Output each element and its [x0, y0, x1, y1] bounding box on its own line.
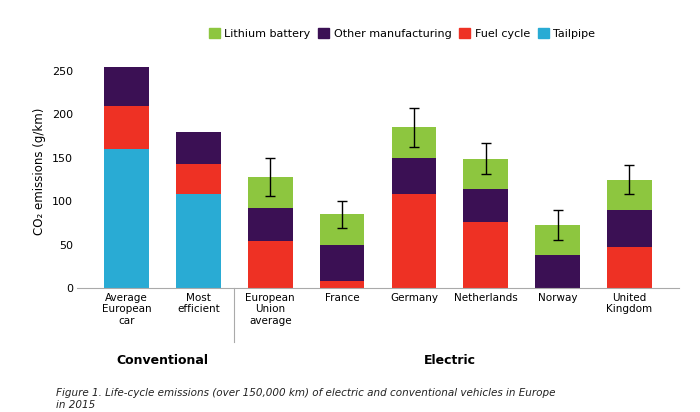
- Bar: [607, 247, 652, 288]
- Bar: [463, 159, 508, 189]
- Bar: [320, 281, 365, 288]
- Bar: [248, 241, 293, 288]
- Bar: [536, 255, 580, 288]
- Bar: [463, 222, 508, 288]
- Bar: [176, 132, 220, 164]
- Bar: [607, 180, 652, 210]
- Bar: [536, 225, 580, 255]
- Bar: [391, 127, 436, 158]
- Y-axis label: CO₂ emissions (g/km): CO₂ emissions (g/km): [33, 107, 46, 235]
- Bar: [607, 210, 652, 247]
- Bar: [176, 194, 220, 288]
- Bar: [391, 158, 436, 194]
- Legend: Lithium battery, Other manufacturing, Fuel cycle, Tailpipe: Lithium battery, Other manufacturing, Fu…: [204, 24, 600, 43]
- Bar: [104, 106, 149, 149]
- Bar: [248, 177, 293, 208]
- Bar: [320, 245, 365, 281]
- Bar: [320, 215, 365, 245]
- Bar: [463, 189, 508, 222]
- Bar: [104, 67, 149, 106]
- Bar: [104, 149, 149, 288]
- Text: Figure 1. Life-cycle emissions (over 150,000 km) of electric and conventional ve: Figure 1. Life-cycle emissions (over 150…: [56, 389, 556, 410]
- Bar: [391, 194, 436, 288]
- Text: Conventional: Conventional: [116, 354, 209, 367]
- Text: Electric: Electric: [424, 354, 476, 367]
- Bar: [248, 208, 293, 241]
- Bar: [176, 164, 220, 194]
